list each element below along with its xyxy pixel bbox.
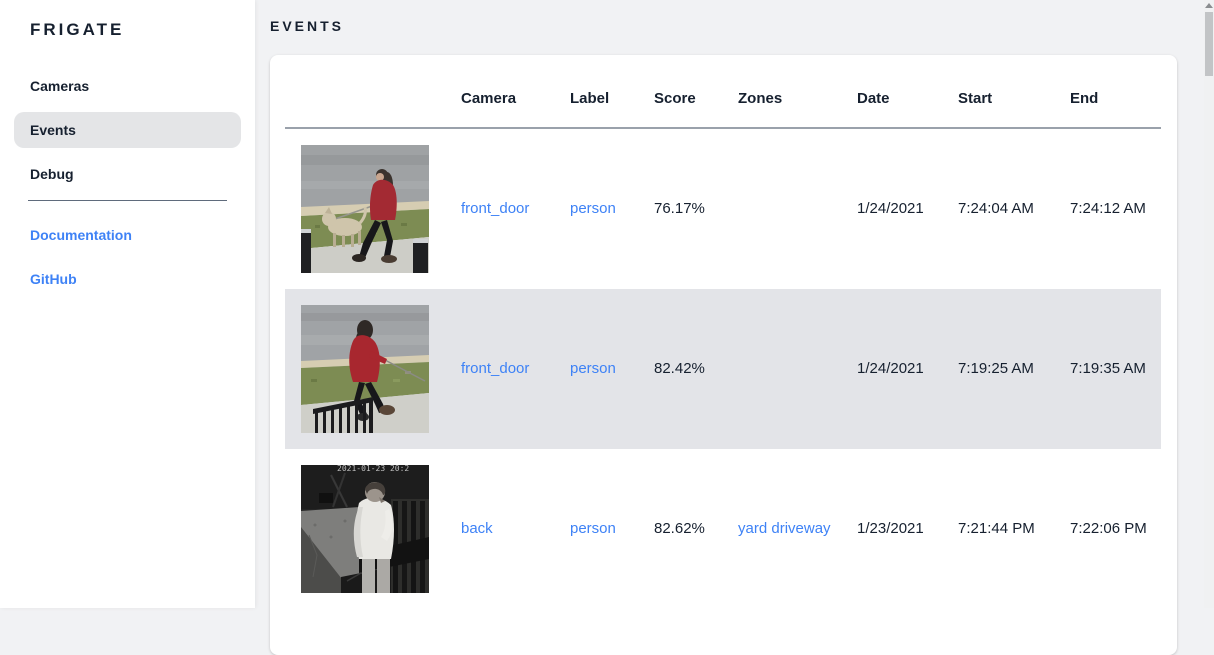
- event-label-cell: person: [554, 197, 638, 221]
- app-title: FRIGATE: [30, 20, 125, 39]
- camera-link[interactable]: front_door: [461, 360, 530, 377]
- event-end-time: 7:19:35 AM: [1070, 360, 1146, 377]
- event-camera-cell: front_door: [445, 197, 554, 221]
- event-thumbnail[interactable]: 2021-01-23 20:2: [301, 465, 429, 593]
- event-end-time: 7:24:12 AM: [1070, 200, 1146, 217]
- event-thumbnail-cell: 2021-01-23 20:2: [285, 465, 445, 593]
- scrollbar-up-arrow-icon[interactable]: [1205, 3, 1213, 8]
- event-label-cell: person: [554, 357, 638, 381]
- event-date: 1/24/2021: [857, 360, 924, 377]
- column-header-camera: Camera: [461, 89, 517, 107]
- event-start-time: 7:21:44 PM: [958, 520, 1035, 537]
- events-card: Camera Label Score Zones Date Start End: [270, 55, 1177, 655]
- event-camera-cell: back: [445, 517, 554, 541]
- table-header-row: Camera Label Score Zones Date Start End: [285, 55, 1161, 129]
- event-score: 76.17%: [654, 200, 705, 217]
- event-zones-cell: yard driveway: [722, 517, 841, 541]
- column-header-start: Start: [958, 89, 993, 107]
- event-start-time: 7:19:25 AM: [958, 360, 1034, 377]
- camera-link[interactable]: back: [461, 520, 493, 537]
- sidebar-nav: Cameras Events Debug Documentation GitHu…: [0, 68, 255, 297]
- event-end-time: 7:22:06 PM: [1070, 520, 1147, 537]
- label-link[interactable]: person: [570, 360, 616, 377]
- event-score: 82.42%: [654, 360, 705, 377]
- event-date: 1/24/2021: [857, 200, 924, 217]
- column-header-label: Label: [570, 89, 610, 107]
- event-thumbnail[interactable]: [301, 305, 429, 433]
- zone-link[interactable]: yard: [738, 520, 768, 537]
- event-camera-cell: front_door: [445, 357, 554, 381]
- sidebar-link-documentation[interactable]: Documentation: [30, 227, 132, 243]
- column-header-zones: Zones: [738, 89, 783, 107]
- sidebar-item-events[interactable]: Events: [14, 112, 241, 148]
- zone-link[interactable]: driveway: [771, 520, 831, 537]
- event-score: 82.62%: [654, 520, 705, 537]
- column-header-date: Date: [857, 89, 890, 107]
- column-header-end: End: [1070, 89, 1099, 107]
- camera-link[interactable]: front_door: [461, 200, 530, 217]
- event-row[interactable]: front_door person 82.42% 1/24/2021 7:19:…: [285, 289, 1161, 449]
- page-scrollbar[interactable]: [1204, 0, 1214, 608]
- sidebar-link-github[interactable]: GitHub: [30, 271, 77, 287]
- page-title: EVENTS: [270, 18, 345, 34]
- event-thumbnail[interactable]: [301, 145, 429, 273]
- event-start-time: 7:24:04 AM: [958, 200, 1034, 217]
- main-content: EVENTS Camera Label Score Zones Date Sta…: [255, 0, 1214, 655]
- event-thumbnail-cell: [285, 145, 445, 273]
- scrollbar-thumb[interactable]: [1205, 12, 1213, 76]
- event-date: 1/23/2021: [857, 520, 924, 537]
- svg-text:2021-01-23 20:2: 2021-01-23 20:2: [337, 465, 409, 473]
- event-row[interactable]: front_door person 76.17% 1/24/2021 7:24:…: [285, 129, 1161, 289]
- event-thumbnail-cell: [285, 305, 445, 433]
- label-link[interactable]: person: [570, 520, 616, 537]
- event-label-cell: person: [554, 517, 638, 541]
- sidebar-divider: [28, 200, 227, 201]
- events-table: Camera Label Score Zones Date Start End: [285, 55, 1161, 609]
- event-row[interactable]: 2021-01-23 20:2 back person 82.62% yard …: [285, 449, 1161, 609]
- sidebar-item-debug[interactable]: Debug: [30, 166, 74, 182]
- sidebar: FRIGATE Cameras Events Debug Documentati…: [0, 0, 255, 608]
- column-header-score: Score: [654, 89, 696, 107]
- label-link[interactable]: person: [570, 200, 616, 217]
- sidebar-item-cameras[interactable]: Cameras: [30, 78, 90, 94]
